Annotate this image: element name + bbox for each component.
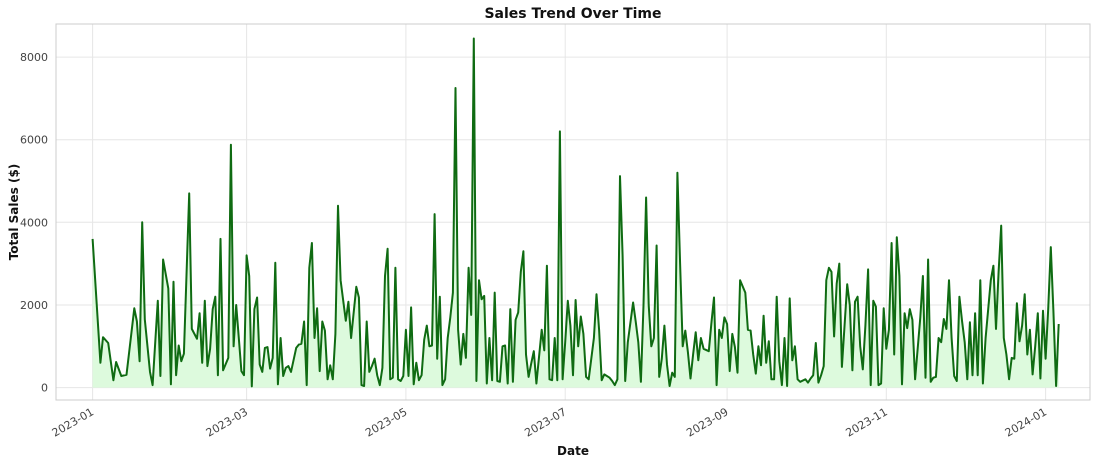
chart-title: Sales Trend Over Time	[484, 6, 661, 22]
x-tick-label: 2023-11	[843, 405, 889, 439]
plot-frame	[55, 23, 1091, 401]
x-tick-label: 2023-09	[684, 405, 730, 439]
y-tick-label: 6000	[20, 134, 48, 147]
x-tick-label: 2023-07	[522, 405, 568, 439]
x-tick-label: 2024-01	[1003, 405, 1049, 439]
y-tick-label: 8000	[20, 51, 48, 64]
y-axis-label: Total Sales ($)	[7, 164, 21, 261]
x-tick-label: 2023-03	[204, 405, 250, 439]
y-tick-label: 4000	[20, 216, 48, 229]
x-axis-label: Date	[557, 444, 589, 458]
x-tick-label: 2023-01	[50, 405, 96, 439]
y-axis-ticks: 0 2000 4000 6000 8000	[20, 51, 48, 395]
x-tick-label: 2023-05	[363, 405, 409, 439]
y-tick-label: 0	[41, 382, 48, 395]
y-tick-label: 2000	[20, 299, 48, 312]
x-axis-ticks: 2023-01 2023-03 2023-05 2023-07 2023-09 2023-…	[50, 405, 1049, 439]
sales-line	[91, 37, 1060, 388]
